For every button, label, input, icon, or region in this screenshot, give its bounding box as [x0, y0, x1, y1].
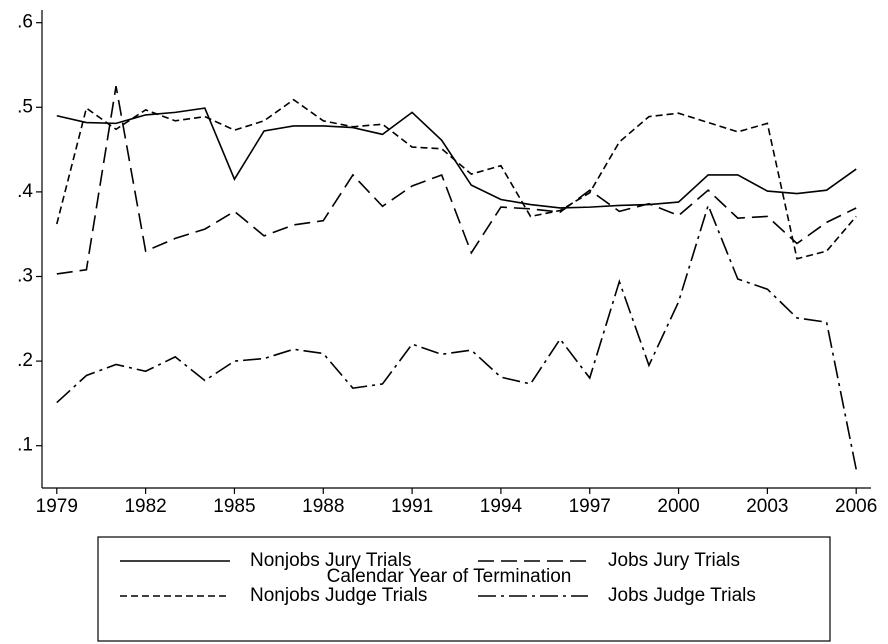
x-tick-label: 1988: [302, 496, 344, 517]
y-tick-label: .4: [17, 181, 33, 202]
x-tick-label: 1994: [480, 496, 523, 517]
y-tick-label: .6: [17, 12, 33, 33]
x-tick-label: 1997: [569, 496, 611, 517]
series-line: [56, 98, 857, 260]
legend-box: [97, 536, 831, 642]
x-tick-label: 1979: [36, 496, 78, 517]
legend-label: Jobs Jury Trials: [608, 550, 740, 571]
y-tick-label: .1: [17, 435, 33, 456]
legend-label: Nonjobs Jury Trials: [250, 550, 412, 571]
x-tick-label: 1982: [124, 496, 166, 517]
y-tick-label: .5: [17, 96, 33, 117]
series-line: [56, 85, 857, 275]
legend-label: Nonjobs Judge Trials: [250, 585, 427, 606]
x-tick-label: 2006: [835, 496, 877, 517]
x-tick-label: 2003: [746, 496, 788, 517]
x-tick-label: 2000: [657, 496, 699, 517]
y-tick-label: .2: [17, 350, 33, 371]
series-line: [56, 203, 857, 470]
x-tick-label: 1985: [213, 496, 255, 517]
y-tick-label: .3: [17, 266, 33, 287]
legend-label: Jobs Judge Trials: [608, 585, 756, 606]
x-tick-label: 1991: [391, 496, 433, 517]
x-axis-title: Calendar Year of Termination: [327, 566, 572, 587]
series-line: [56, 107, 857, 209]
